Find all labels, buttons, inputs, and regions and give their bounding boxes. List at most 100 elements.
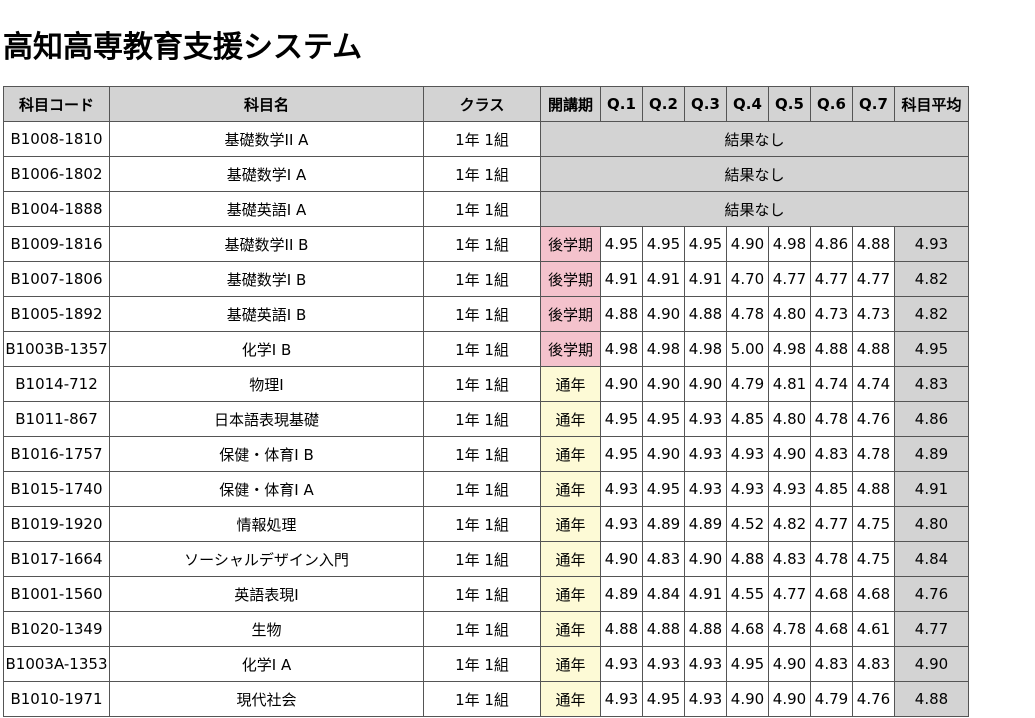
cell-q2: 4.84	[642, 576, 685, 612]
cell-q7: 4.78	[852, 436, 895, 472]
cell-q7: 4.76	[852, 401, 895, 437]
cell-code: B1006-1802	[3, 156, 110, 192]
cell-q5: 4.93	[768, 471, 811, 507]
cell-name: 物理I	[109, 366, 424, 402]
cell-q3: 4.90	[684, 541, 727, 577]
cell-avg: 4.77	[894, 611, 969, 647]
cell-q1: 4.98	[600, 331, 643, 367]
cell-q3: 4.91	[684, 576, 727, 612]
cell-q2: 4.90	[642, 436, 685, 472]
cell-q6: 4.79	[810, 681, 853, 717]
cell-q2: 4.90	[642, 296, 685, 332]
cell-q7: 4.76	[852, 681, 895, 717]
cell-q6: 4.85	[810, 471, 853, 507]
cell-code: B1007-1806	[3, 261, 110, 297]
cell-q5: 4.82	[768, 506, 811, 542]
cell-q6: 4.88	[810, 331, 853, 367]
cell-class: 1年 1組	[423, 576, 541, 612]
table-body: B1008-1810 基礎数学II A 1年 1組 結果なし B1006-1802 基礎数…	[3, 121, 969, 717]
cell-q7: 4.83	[852, 646, 895, 682]
table-row: B1007-1806 基礎数学I B 1年 1組 後学期 4.91 4.91 4.91 4.7…	[3, 261, 969, 297]
cell-q6: 4.77	[810, 261, 853, 297]
cell-q2: 4.91	[642, 261, 685, 297]
cell-q7: 4.77	[852, 261, 895, 297]
table-row: B1011-867 日本語表現基礎 1年 1組 通年 4.95 4.95 4.93 4.85 4…	[3, 401, 969, 437]
cell-name: 保健・体育I A	[109, 471, 424, 507]
cell-q6: 4.77	[810, 506, 853, 542]
cell-q7: 4.74	[852, 366, 895, 402]
cell-q1: 4.88	[600, 296, 643, 332]
header-q4: Q.4	[726, 86, 769, 122]
cell-code: B1003B-1357	[3, 331, 110, 367]
cell-code: B1019-1920	[3, 506, 110, 542]
cell-q1: 4.95	[600, 401, 643, 437]
cell-name: 現代社会	[109, 681, 424, 717]
cell-q4: 4.95	[726, 646, 769, 682]
cell-avg: 4.82	[894, 296, 969, 332]
header-q7: Q.7	[852, 86, 895, 122]
cell-q3: 4.93	[684, 646, 727, 682]
table-row: B1006-1802 基礎数学I A 1年 1組 結果なし	[3, 156, 969, 192]
table-row: B1010-1971 現代社会 1年 1組 通年 4.93 4.95 4.93 4.90 4.9…	[3, 681, 969, 717]
header-q1: Q.1	[600, 86, 643, 122]
cell-q2: 4.83	[642, 541, 685, 577]
cell-q4: 4.70	[726, 261, 769, 297]
cell-avg: 4.86	[894, 401, 969, 437]
cell-q6: 4.73	[810, 296, 853, 332]
cell-avg: 4.84	[894, 541, 969, 577]
cell-q3: 4.95	[684, 226, 727, 262]
cell-name: 基礎数学I A	[109, 156, 424, 192]
cell-q1: 4.93	[600, 506, 643, 542]
cell-q2: 4.95	[642, 226, 685, 262]
cell-class: 1年 1組	[423, 436, 541, 472]
cell-name: 基礎数学II B	[109, 226, 424, 262]
table-row: B1009-1816 基礎数学II B 1年 1組 後学期 4.95 4.95 4.95 4.…	[3, 226, 969, 262]
cell-q2: 4.90	[642, 366, 685, 402]
cell-class: 1年 1組	[423, 156, 541, 192]
cell-avg: 4.89	[894, 436, 969, 472]
cell-class: 1年 1組	[423, 366, 541, 402]
cell-class: 1年 1組	[423, 121, 541, 157]
cell-code: B1001-1560	[3, 576, 110, 612]
cell-period: 通年	[540, 576, 601, 612]
cell-name: ソーシャルデザイン入門	[109, 541, 424, 577]
cell-no-result: 結果なし	[540, 191, 969, 227]
cell-q3: 4.90	[684, 366, 727, 402]
cell-q4: 4.90	[726, 681, 769, 717]
cell-period: 後学期	[540, 331, 601, 367]
cell-q5: 4.77	[768, 261, 811, 297]
cell-class: 1年 1組	[423, 506, 541, 542]
cell-name: 化学I A	[109, 646, 424, 682]
cell-period: 通年	[540, 646, 601, 682]
header-q6: Q.6	[810, 86, 853, 122]
cell-q1: 4.90	[600, 366, 643, 402]
table-row: B1015-1740 保健・体育I A 1年 1組 通年 4.93 4.95 4.93 4.9…	[3, 471, 969, 507]
cell-q1: 4.95	[600, 436, 643, 472]
cell-code: B1014-712	[3, 366, 110, 402]
cell-q4: 4.68	[726, 611, 769, 647]
cell-q3: 4.88	[684, 296, 727, 332]
table-row: B1004-1888 基礎英語I A 1年 1組 結果なし	[3, 191, 969, 227]
cell-class: 1年 1組	[423, 681, 541, 717]
cell-q4: 4.90	[726, 226, 769, 262]
header-avg: 科目平均	[894, 86, 969, 122]
cell-avg: 4.93	[894, 226, 969, 262]
cell-q6: 4.78	[810, 401, 853, 437]
cell-period: 後学期	[540, 296, 601, 332]
cell-q7: 4.88	[852, 226, 895, 262]
cell-q6: 4.74	[810, 366, 853, 402]
header-class: クラス	[423, 86, 541, 122]
cell-name: 日本語表現基礎	[109, 401, 424, 437]
cell-q3: 4.98	[684, 331, 727, 367]
cell-q4: 4.85	[726, 401, 769, 437]
cell-q3: 4.88	[684, 611, 727, 647]
cell-avg: 4.82	[894, 261, 969, 297]
cell-code: B1017-1664	[3, 541, 110, 577]
cell-period: 通年	[540, 366, 601, 402]
cell-q6: 4.68	[810, 576, 853, 612]
cell-period: 通年	[540, 506, 601, 542]
cell-q5: 4.80	[768, 401, 811, 437]
cell-no-result: 結果なし	[540, 156, 969, 192]
cell-q6: 4.83	[810, 646, 853, 682]
